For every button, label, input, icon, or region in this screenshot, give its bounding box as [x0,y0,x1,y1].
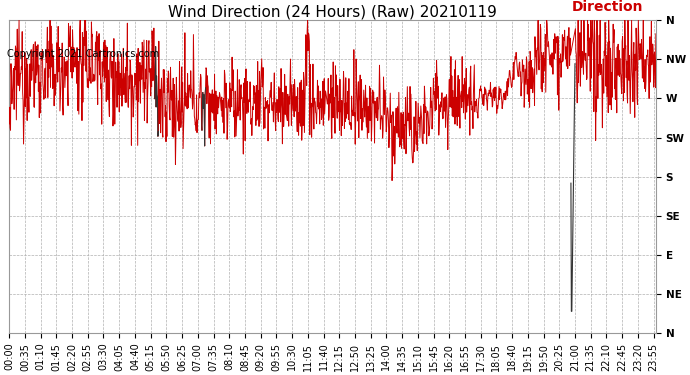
Text: Copyright 2021 Cartronics.com: Copyright 2021 Cartronics.com [7,49,159,59]
Title: Wind Direction (24 Hours) (Raw) 20210119: Wind Direction (24 Hours) (Raw) 20210119 [168,4,497,19]
Text: Direction: Direction [571,0,643,14]
